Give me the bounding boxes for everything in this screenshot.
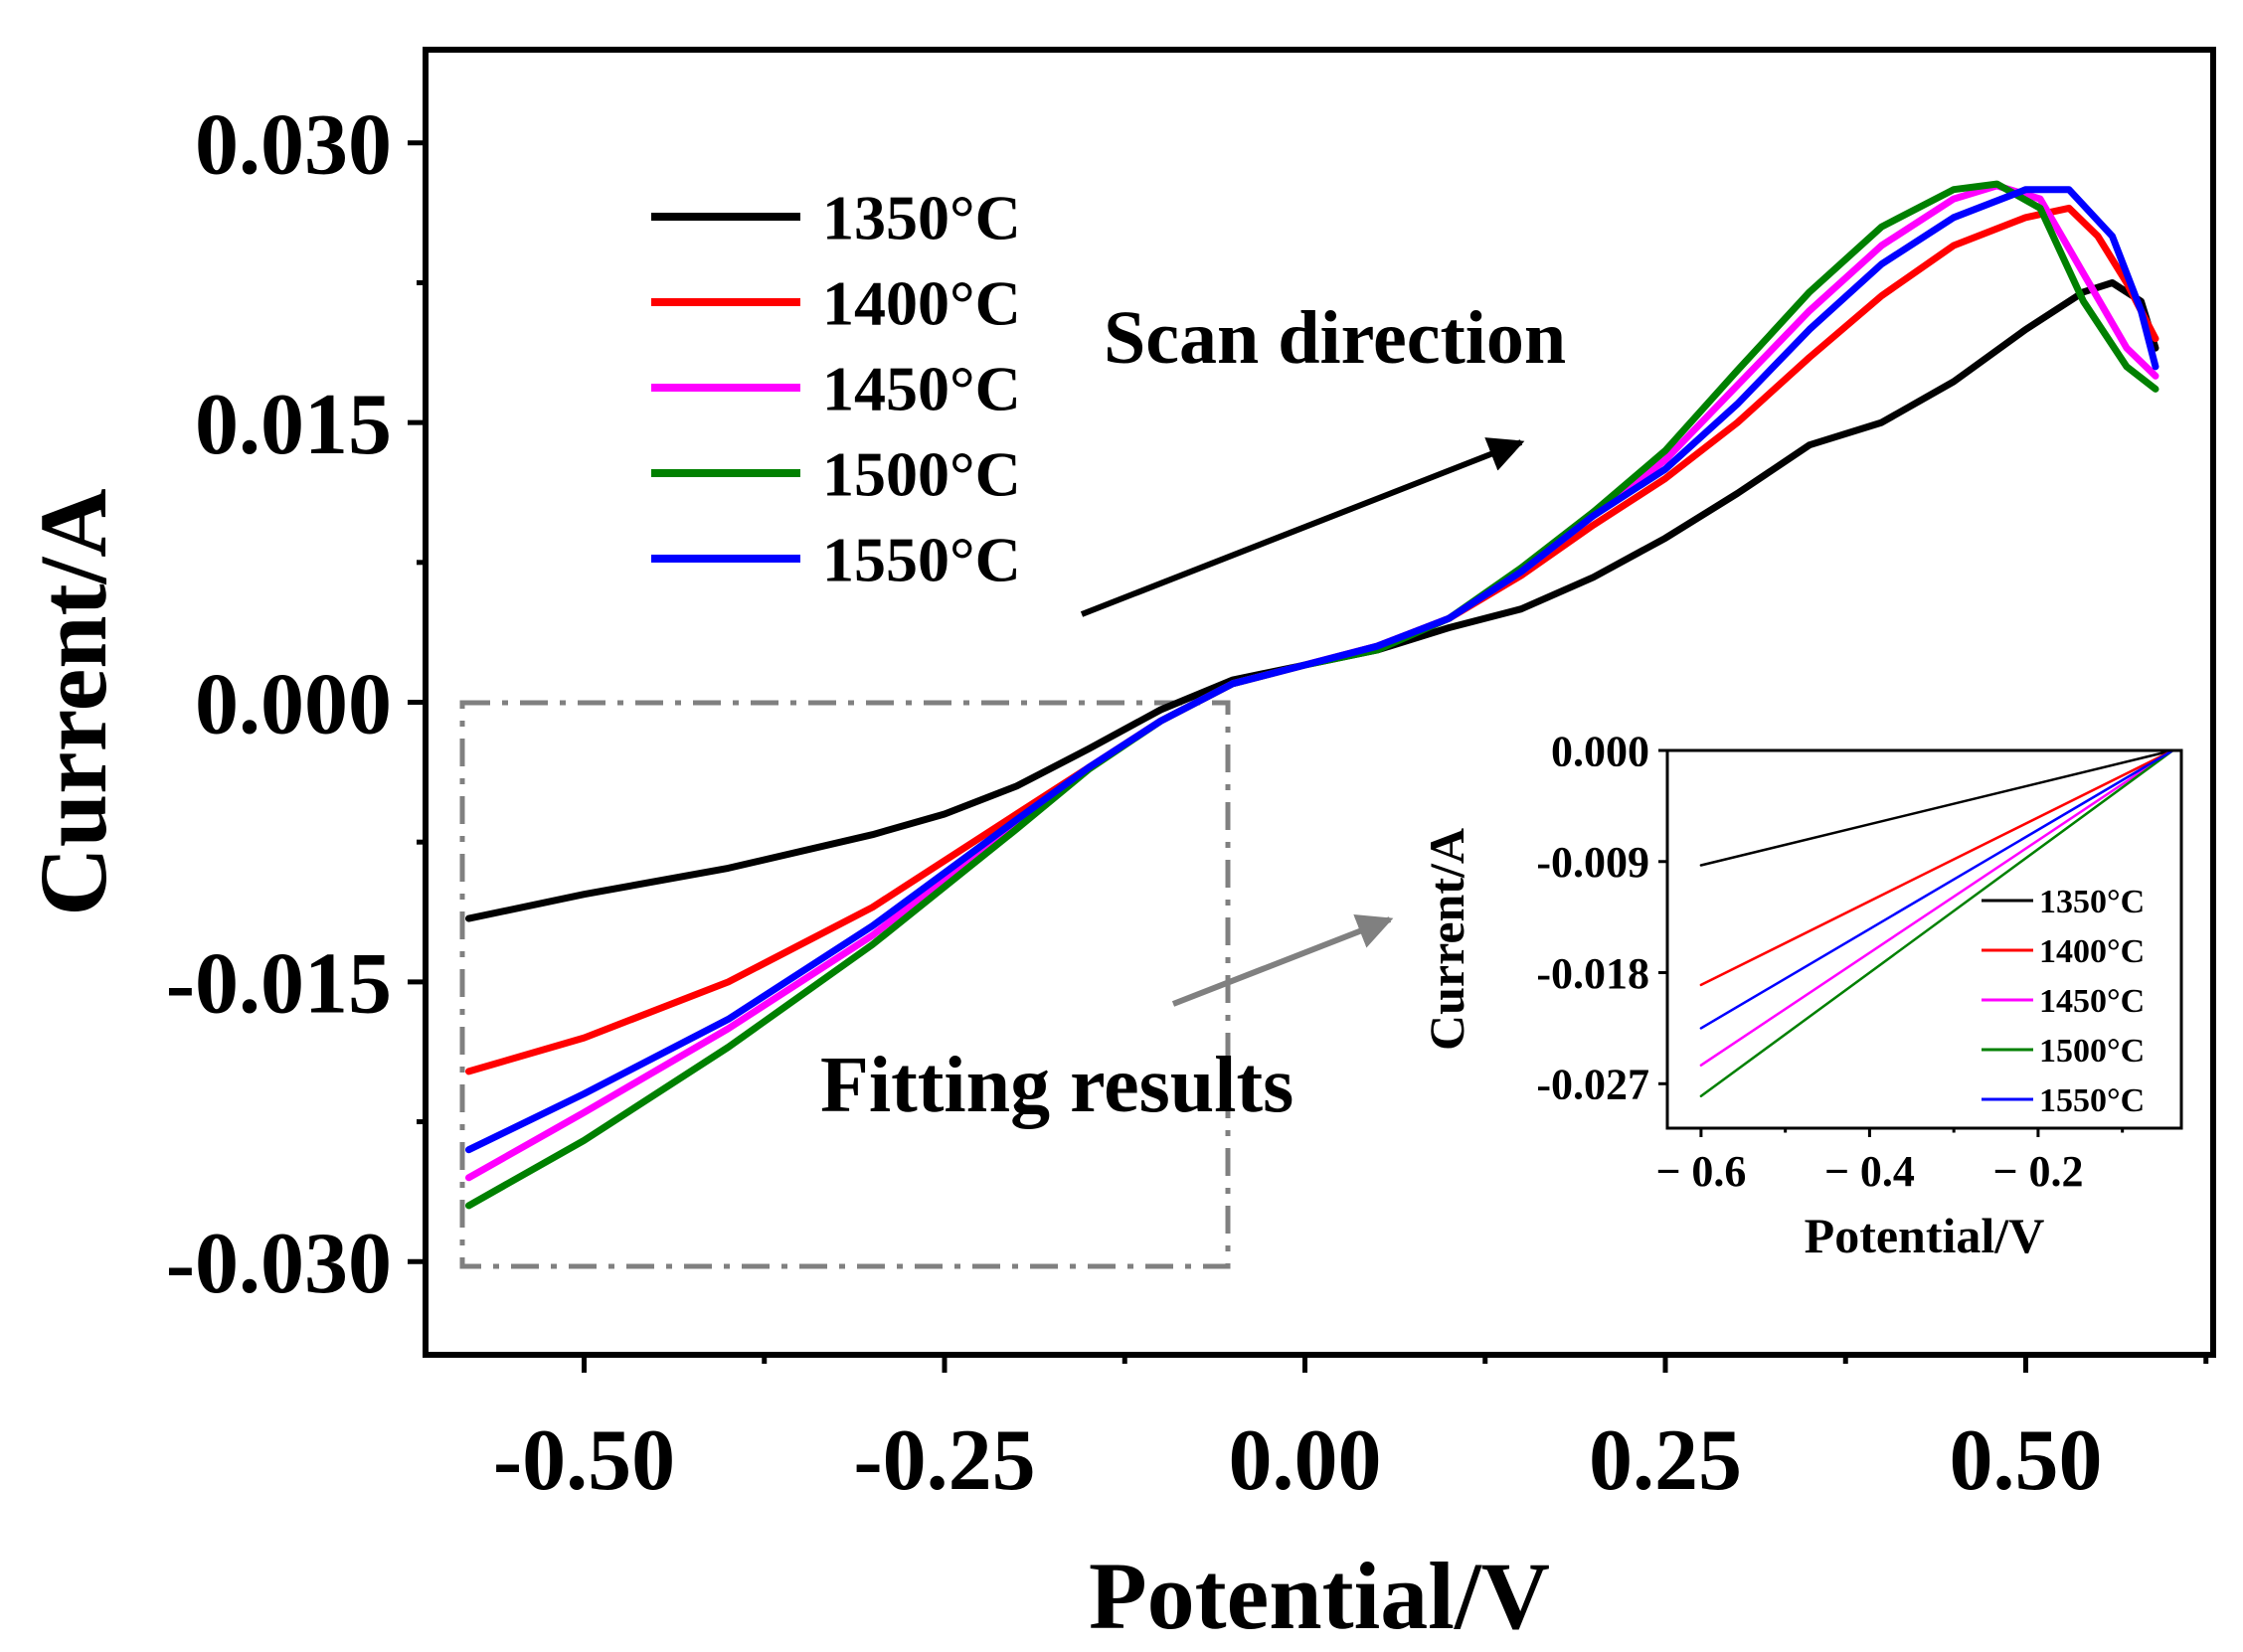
main-y-tick-label-4: 0.030 xyxy=(195,97,392,194)
inset-background xyxy=(1667,750,2181,1128)
inset-x-tick-label-2: − 0.2 xyxy=(1992,1147,2083,1196)
inset-legend-label-1550-C: 1550°C xyxy=(2039,1082,2145,1119)
main-x-axis-title: Potential/V xyxy=(1089,1543,1550,1647)
main-x-tick-label-3: 0.25 xyxy=(1589,1412,1742,1509)
inset-series-1450-C xyxy=(1699,748,2174,1067)
main-axes-group: -0.50 -0.25 0.00 0.25 0.50 -0.030 -0.015 0.000 0… xyxy=(20,47,2216,1649)
inset-series-group xyxy=(1699,748,2174,1097)
inset-y-axis-title: Current/A xyxy=(1419,828,1474,1051)
main-y-tick-label-2: 0.000 xyxy=(195,656,392,752)
main-legend-label-1350-C: 1350°C xyxy=(822,182,1021,252)
main-y-tick-label-3: 0.015 xyxy=(195,377,392,473)
main-y-tick-label-0: -0.030 xyxy=(166,1216,392,1312)
main-series-1550-C xyxy=(465,186,2159,1154)
main-series-group xyxy=(465,180,2159,1210)
inset-plot-frame xyxy=(1665,748,2183,1130)
inset-x-axis-title: Potential/V xyxy=(1805,1208,2045,1263)
main-x-tick-label-4: 0.50 xyxy=(1950,1412,2103,1509)
inset-series-1550-C xyxy=(1699,748,2174,1030)
main-legend-label-1500-C: 1500°C xyxy=(822,438,1021,509)
inset-series-1400-C xyxy=(1699,748,2174,987)
inset-legend-label-1400-C: 1400°C xyxy=(2039,933,2145,970)
inset-legend: 1350°C 1400°C 1450°C 1500°C 1550°C xyxy=(1982,884,2145,1119)
fitting-region-box xyxy=(459,700,1231,1269)
inset-legend-label-1450-C: 1450°C xyxy=(2039,983,2145,1020)
main-legend-label-1550-C: 1550°C xyxy=(822,524,1021,594)
inset-series-1500-C xyxy=(1699,748,2174,1097)
inset-legend-label-1350-C: 1350°C xyxy=(2039,884,2145,920)
main-legend-label-1400-C: 1400°C xyxy=(822,267,1021,338)
main-y-axis-title: Current/A xyxy=(20,488,126,915)
inset-y-tick-label-0: 0.000 xyxy=(1551,727,1649,775)
inset-series-1350-C xyxy=(1699,748,2174,867)
scan-direction-arrow xyxy=(1080,437,1525,617)
main-x-tick-label-2: 0.00 xyxy=(1229,1412,1382,1509)
main-series-1350-C xyxy=(465,279,2159,922)
inset-x-tick-label-0: − 0.6 xyxy=(1655,1147,1746,1196)
main-x-tick-label-1: -0.25 xyxy=(853,1412,1035,1509)
inset-legend-label-1500-C: 1500°C xyxy=(2039,1033,2145,1070)
scan-direction-label: Scan direction xyxy=(1104,296,1566,380)
main-x-tick-label-0: -0.50 xyxy=(493,1412,675,1509)
inset-x-tick-label-1: − 0.4 xyxy=(1824,1147,1915,1196)
fitting-results-label: Fitting results xyxy=(820,1042,1294,1129)
main-legend: 1350°C 1400°C 1450°C 1500°C 1550°C xyxy=(651,182,1021,594)
inset-y-tick-label-2: -0.018 xyxy=(1536,949,1649,998)
inset-y-tick-label-3: -0.027 xyxy=(1536,1061,1649,1109)
fitting-results-arrow xyxy=(1171,913,1394,1007)
inset-y-tick-label-1: -0.009 xyxy=(1536,838,1649,887)
main-y-tick-label-1: -0.015 xyxy=(166,936,392,1033)
main-legend-label-1450-C: 1450°C xyxy=(822,353,1021,423)
inset-axes-group: − 0.6 − 0.4 − 0.2 0.000 -0.009 -0.018 -0.027 Po… xyxy=(1419,727,2183,1263)
